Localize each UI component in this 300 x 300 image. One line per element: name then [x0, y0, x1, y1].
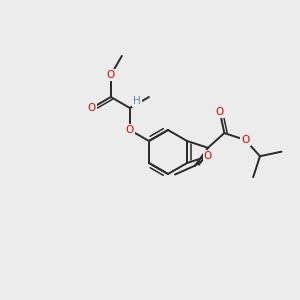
Text: O: O: [216, 106, 224, 117]
Text: O: O: [88, 103, 96, 113]
Text: O: O: [241, 135, 249, 145]
Text: H: H: [133, 96, 141, 106]
Text: O: O: [126, 125, 134, 135]
Text: O: O: [204, 151, 212, 161]
Text: O: O: [107, 70, 115, 80]
